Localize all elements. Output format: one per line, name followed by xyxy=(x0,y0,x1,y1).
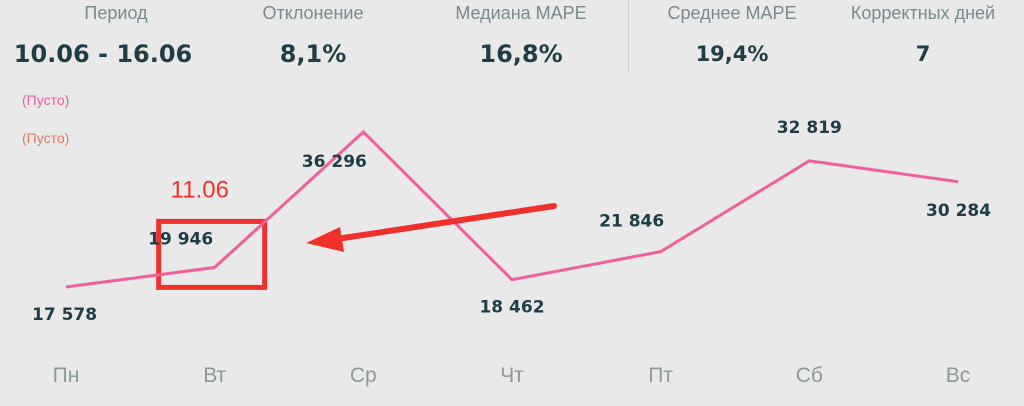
arrow-layer xyxy=(306,203,557,252)
legend-item-1: (Пусто) xyxy=(22,92,70,108)
x-tick-label: Вт xyxy=(203,364,226,387)
kpi-value-mean-mape: 19,4% xyxy=(695,42,769,66)
highlight-box xyxy=(156,218,268,290)
x-tick-label: Пт xyxy=(648,364,673,387)
kpi-divider xyxy=(628,0,629,72)
data-label: 18 462 xyxy=(479,298,544,318)
x-tick-label: Сб xyxy=(796,364,823,387)
kpi-label-deviation: Отклонение xyxy=(262,3,364,23)
kpi-label-period: Период xyxy=(84,3,148,23)
data-label: 32 819 xyxy=(777,118,842,138)
kpi-value-median-mape: 16,8% xyxy=(479,40,563,68)
kpi-value-correct-days: 7 xyxy=(915,42,931,66)
annotation-arrow-head xyxy=(306,227,344,252)
x-tick-label: Вс xyxy=(946,364,971,387)
x-tick-label: Ср xyxy=(350,364,377,387)
data-label: 36 296 xyxy=(302,152,367,172)
data-label: 19 946 xyxy=(148,229,213,249)
series-layer xyxy=(65,129,959,289)
annotation-layer: 11.06 xyxy=(156,176,268,290)
data-label: 21 846 xyxy=(599,212,664,232)
kpi-value-deviation: 8,1% xyxy=(279,40,347,68)
kpi-label-median-mape: Медиана MAPE xyxy=(455,3,587,23)
annotation-text: 11.06 xyxy=(171,176,229,203)
x-tick-label: Пн xyxy=(53,364,80,387)
legend-item-2: (Пусто) xyxy=(22,130,70,146)
x-tick-label: Чт xyxy=(500,364,524,387)
data-label: 17 578 xyxy=(32,305,97,325)
kpi-label-mean-mape: Среднее MAPE xyxy=(667,3,797,23)
data-label: 30 284 xyxy=(926,201,991,221)
annotation-arrow-shaft xyxy=(327,203,557,243)
data-label-layer: 17 578 19 946 36 296 18 462 21 846 32 819 30 2… xyxy=(32,118,991,325)
series-line xyxy=(65,129,959,289)
x-axis: Пн Вт Ср Чт Пт Сб Вс xyxy=(53,364,971,387)
kpi-label-correct-days: Корректных дней xyxy=(850,3,996,23)
kpi-value-period: 10.06 - 16.06 xyxy=(13,40,193,68)
